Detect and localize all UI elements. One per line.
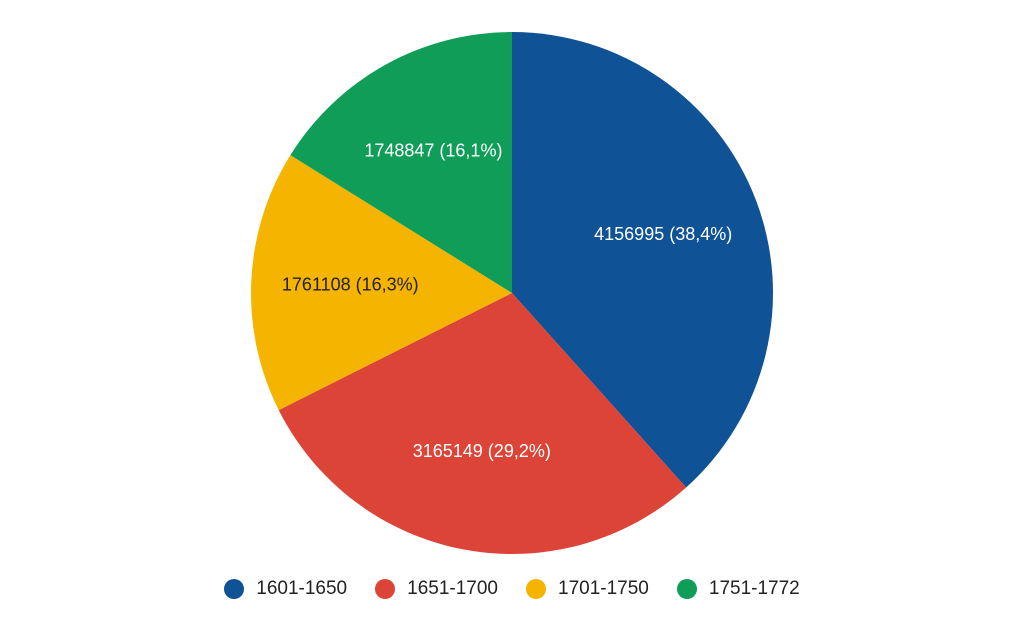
slice-data-label-1601-1650: 4156995 (38,4%) [594, 224, 732, 244]
legend-swatch-1701-1750 [526, 579, 546, 599]
legend-swatch-1601-1650 [224, 579, 245, 599]
chart-legend: 1601-1650 1651-1700 1701-1750 1751-1772 [0, 571, 1024, 607]
slice-data-label-1751-1772: 1748847 (16,1%) [364, 140, 502, 160]
legend-item-1651-1700[interactable]: 1651-1700 [375, 578, 498, 600]
legend-label-1651-1700: 1651-1700 [407, 578, 498, 599]
pie-slice-1601-1650[interactable] [512, 32, 774, 488]
slice-data-label-1651-1700: 3165149 (29,2%) [413, 441, 551, 461]
pie-slice-1651-1700[interactable] [278, 293, 687, 555]
pie-slice-1701-1750[interactable] [250, 155, 513, 411]
legend-item-1701-1750[interactable]: 1701-1750 [526, 578, 649, 600]
legend-label-1701-1750: 1701-1750 [558, 578, 649, 599]
slice-data-label-1701-1750: 1761108 (16,3%) [282, 274, 419, 294]
legend-label-1601-1650: 1601-1650 [256, 578, 348, 599]
legend-swatch-1751-1772 [676, 579, 697, 599]
legend-item-1751-1772[interactable]: 1751-1772 [676, 578, 800, 600]
pie-slice-1751-1772[interactable] [290, 32, 512, 293]
legend-item-1601-1650[interactable]: 1601-1650 [224, 578, 347, 600]
legend-swatch-1651-1700 [375, 579, 396, 599]
legend-label-1751-1772: 1751-1772 [708, 578, 800, 599]
